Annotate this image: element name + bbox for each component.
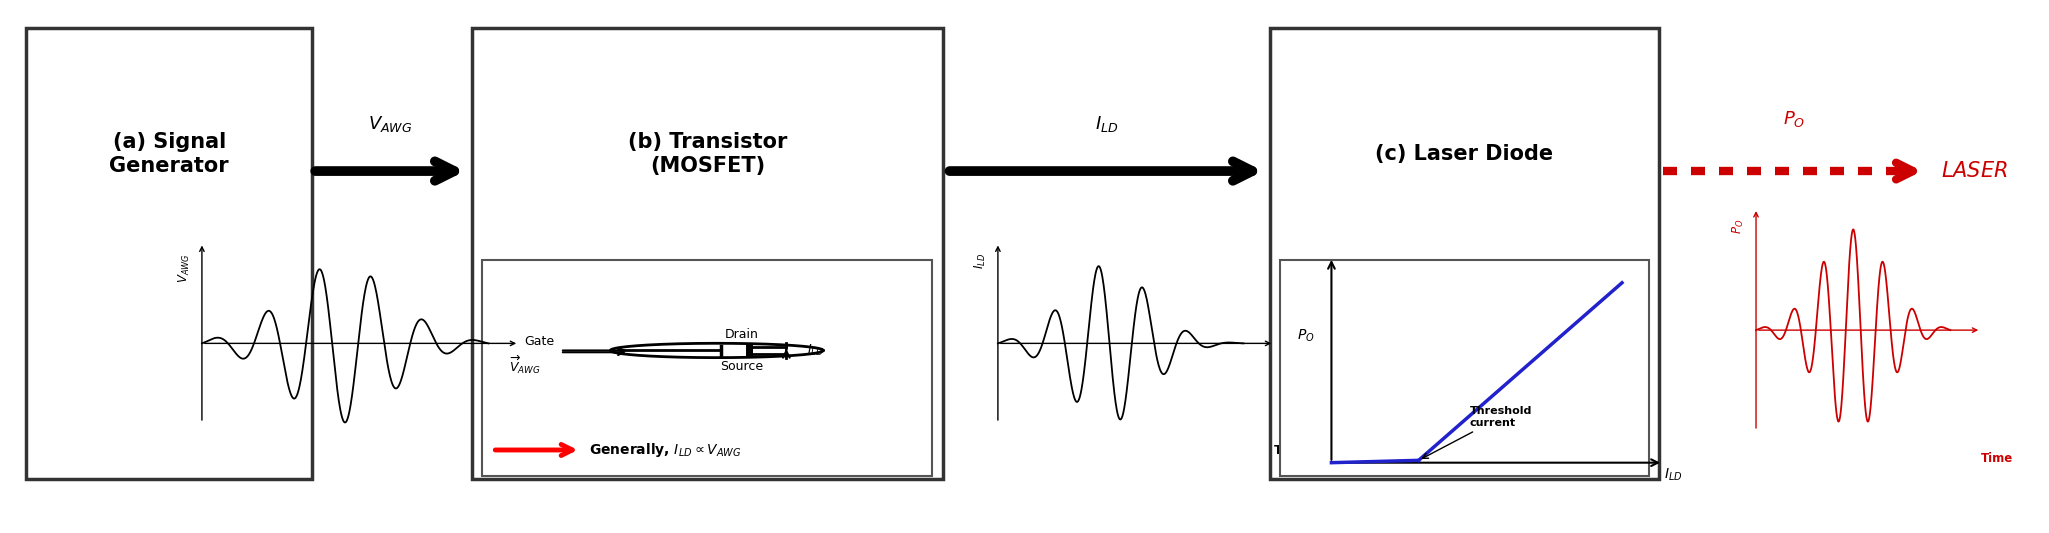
- Text: $\overrightarrow{V}_{AWG}$: $\overrightarrow{V}_{AWG}$: [508, 354, 541, 376]
- FancyBboxPatch shape: [1270, 28, 1660, 479]
- Text: Drain: Drain: [725, 328, 758, 341]
- Text: $V_{AWG}$: $V_{AWG}$: [369, 114, 412, 134]
- Text: (c) Laser Diode: (c) Laser Diode: [1375, 144, 1553, 164]
- Text: $I_{LD}$: $I_{LD}$: [807, 343, 824, 358]
- FancyBboxPatch shape: [471, 28, 943, 479]
- Text: $I_{LD}$: $I_{LD}$: [1094, 114, 1119, 134]
- FancyBboxPatch shape: [1281, 260, 1649, 476]
- Text: $P_O$: $P_O$: [1297, 328, 1315, 344]
- Text: Time: Time: [1981, 452, 2014, 465]
- Text: Source: Source: [719, 360, 762, 373]
- Text: $P_O$: $P_O$: [1783, 109, 1805, 128]
- Text: $\it{LASER}$: $\it{LASER}$: [1940, 161, 2008, 181]
- Text: $V_{AWG}$: $V_{AWG}$: [176, 253, 193, 283]
- Text: Time: Time: [1274, 444, 1307, 457]
- Text: (a) Signal
Generator: (a) Signal Generator: [109, 132, 229, 176]
- Text: Time: Time: [518, 444, 551, 457]
- Text: Generally, $I_{LD} \propto V_{AWG}$: Generally, $I_{LD} \propto V_{AWG}$: [588, 441, 742, 459]
- Text: $I_{LD}$: $I_{LD}$: [1664, 467, 1682, 483]
- FancyBboxPatch shape: [482, 260, 932, 476]
- Text: Gate: Gate: [525, 335, 555, 348]
- Text: $I_{LD}$: $I_{LD}$: [973, 253, 988, 269]
- Text: $P_O$: $P_O$: [1731, 219, 1746, 234]
- FancyBboxPatch shape: [27, 28, 311, 479]
- Text: (b) Transistor
(MOSFET): (b) Transistor (MOSFET): [627, 132, 787, 176]
- Text: Threshold
current: Threshold current: [1422, 406, 1533, 458]
